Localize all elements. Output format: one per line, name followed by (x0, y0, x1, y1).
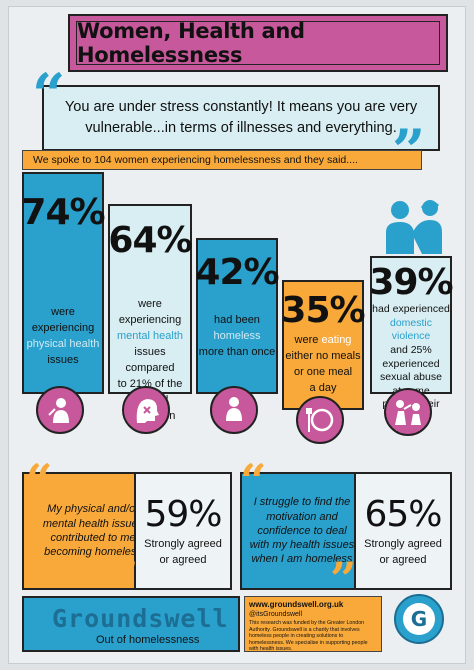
stat-column-mental: 64% were experiencing mental health issu… (108, 204, 193, 422)
close-quote-icon: ” (112, 552, 139, 606)
stat-text: were (294, 334, 319, 346)
logo-tagline: Out of homelessness (96, 634, 200, 646)
quote-box: You are under stress constantly! It mean… (42, 85, 440, 151)
stat-text: had been (214, 314, 260, 326)
stat-highlight: homeless (213, 329, 261, 342)
open-quote-icon: “ (240, 454, 267, 508)
stat-pct: 35% (281, 290, 365, 331)
groundswell-badge-icon: G (394, 594, 444, 644)
stat-pct: 74% (21, 192, 105, 233)
open-quote-icon: “ (32, 61, 66, 129)
page-title: Women, Health and Homelessness (77, 19, 305, 67)
agree-text: or agreed (379, 553, 427, 566)
website-link[interactable]: www.groundswell.org.uk (249, 600, 344, 609)
empty-plate-icon (296, 396, 344, 444)
title-box: Women, Health and Homelessness (68, 14, 448, 72)
logo-name: Groundswell (52, 604, 229, 633)
stat-text: issues (47, 353, 79, 366)
quote-text: You are under stress constantly! It mean… (64, 98, 418, 136)
panel-quote: My physical and/or mental health issues … (42, 503, 144, 559)
stat-column-physical: 74% were experiencing physical health is… (21, 172, 106, 394)
stat-highlight: physical health (26, 337, 100, 350)
intro-text: We spoke to 104 women experiencing homel… (33, 154, 358, 166)
mental-health-head-icon (122, 386, 170, 434)
stat-text: were experiencing (118, 298, 182, 326)
badge-letter: G (403, 603, 435, 635)
stat-pct: 42% (195, 252, 279, 293)
abuse-icon (384, 388, 432, 436)
close-quote-icon: ” (330, 552, 357, 606)
intro-bar: We spoke to 104 women experiencing homel… (22, 150, 422, 170)
stat-column-violence: 39% had experienced domestic violence an… (369, 256, 454, 424)
open-quote-icon: “ (26, 454, 53, 508)
stat-text: had experienced (372, 303, 450, 315)
quote-panel-right: I struggle to find the motivation and co… (240, 472, 452, 590)
panel-quote: I struggle to find the motivation and co… (249, 496, 355, 566)
agree-text: Strongly agreed (364, 538, 442, 551)
sitting-person-icon (210, 386, 258, 434)
comforting-people-icon (386, 200, 442, 254)
stat-highlight: domestic violence (389, 316, 432, 343)
agree-text: or agreed (159, 553, 207, 566)
stat-text: sexual abuse (380, 371, 442, 384)
stat-column-eating: 35% were eating either no meals or one m… (281, 280, 366, 410)
agree-text: Strongly agreed (144, 538, 222, 551)
stat-text: or one meal (293, 365, 353, 378)
quote-panel-left: My physical and/or mental health issues … (22, 472, 232, 590)
funding-text: This research was funded by the Greater … (249, 620, 368, 653)
stat-highlight: eating (321, 334, 352, 346)
stat-text: and 25% (390, 343, 432, 356)
stat-pct: 64% (108, 220, 192, 261)
stat-text: either no meals (285, 349, 361, 362)
panel-pct: 59% (144, 494, 222, 536)
panel-pct: 65% (364, 494, 442, 536)
stat-pct: 39% (369, 262, 453, 303)
panel-stat: 59% Strongly agreed or agreed (134, 474, 230, 588)
stat-text: experienced (382, 357, 440, 370)
stat-text: were experiencing (31, 306, 95, 334)
stat-text: issues compared (125, 345, 175, 374)
panel-stat: 65% Strongly agreed or agreed (354, 474, 450, 588)
stat-highlight: mental health (116, 329, 184, 342)
injured-person-icon (36, 386, 84, 434)
stat-text: to 21% of the (117, 377, 183, 390)
stat-text: more than once (198, 345, 276, 358)
twitter-handle[interactable]: @itsGroundswell (249, 611, 303, 618)
groundswell-logo: Groundswell Out of homelessness (22, 596, 240, 652)
info-box: www.groundswell.org.uk @itsGroundswell T… (244, 596, 382, 652)
stat-column-homeless: 42% had been homeless more than once (195, 238, 280, 394)
stat-text: a day (309, 381, 337, 394)
